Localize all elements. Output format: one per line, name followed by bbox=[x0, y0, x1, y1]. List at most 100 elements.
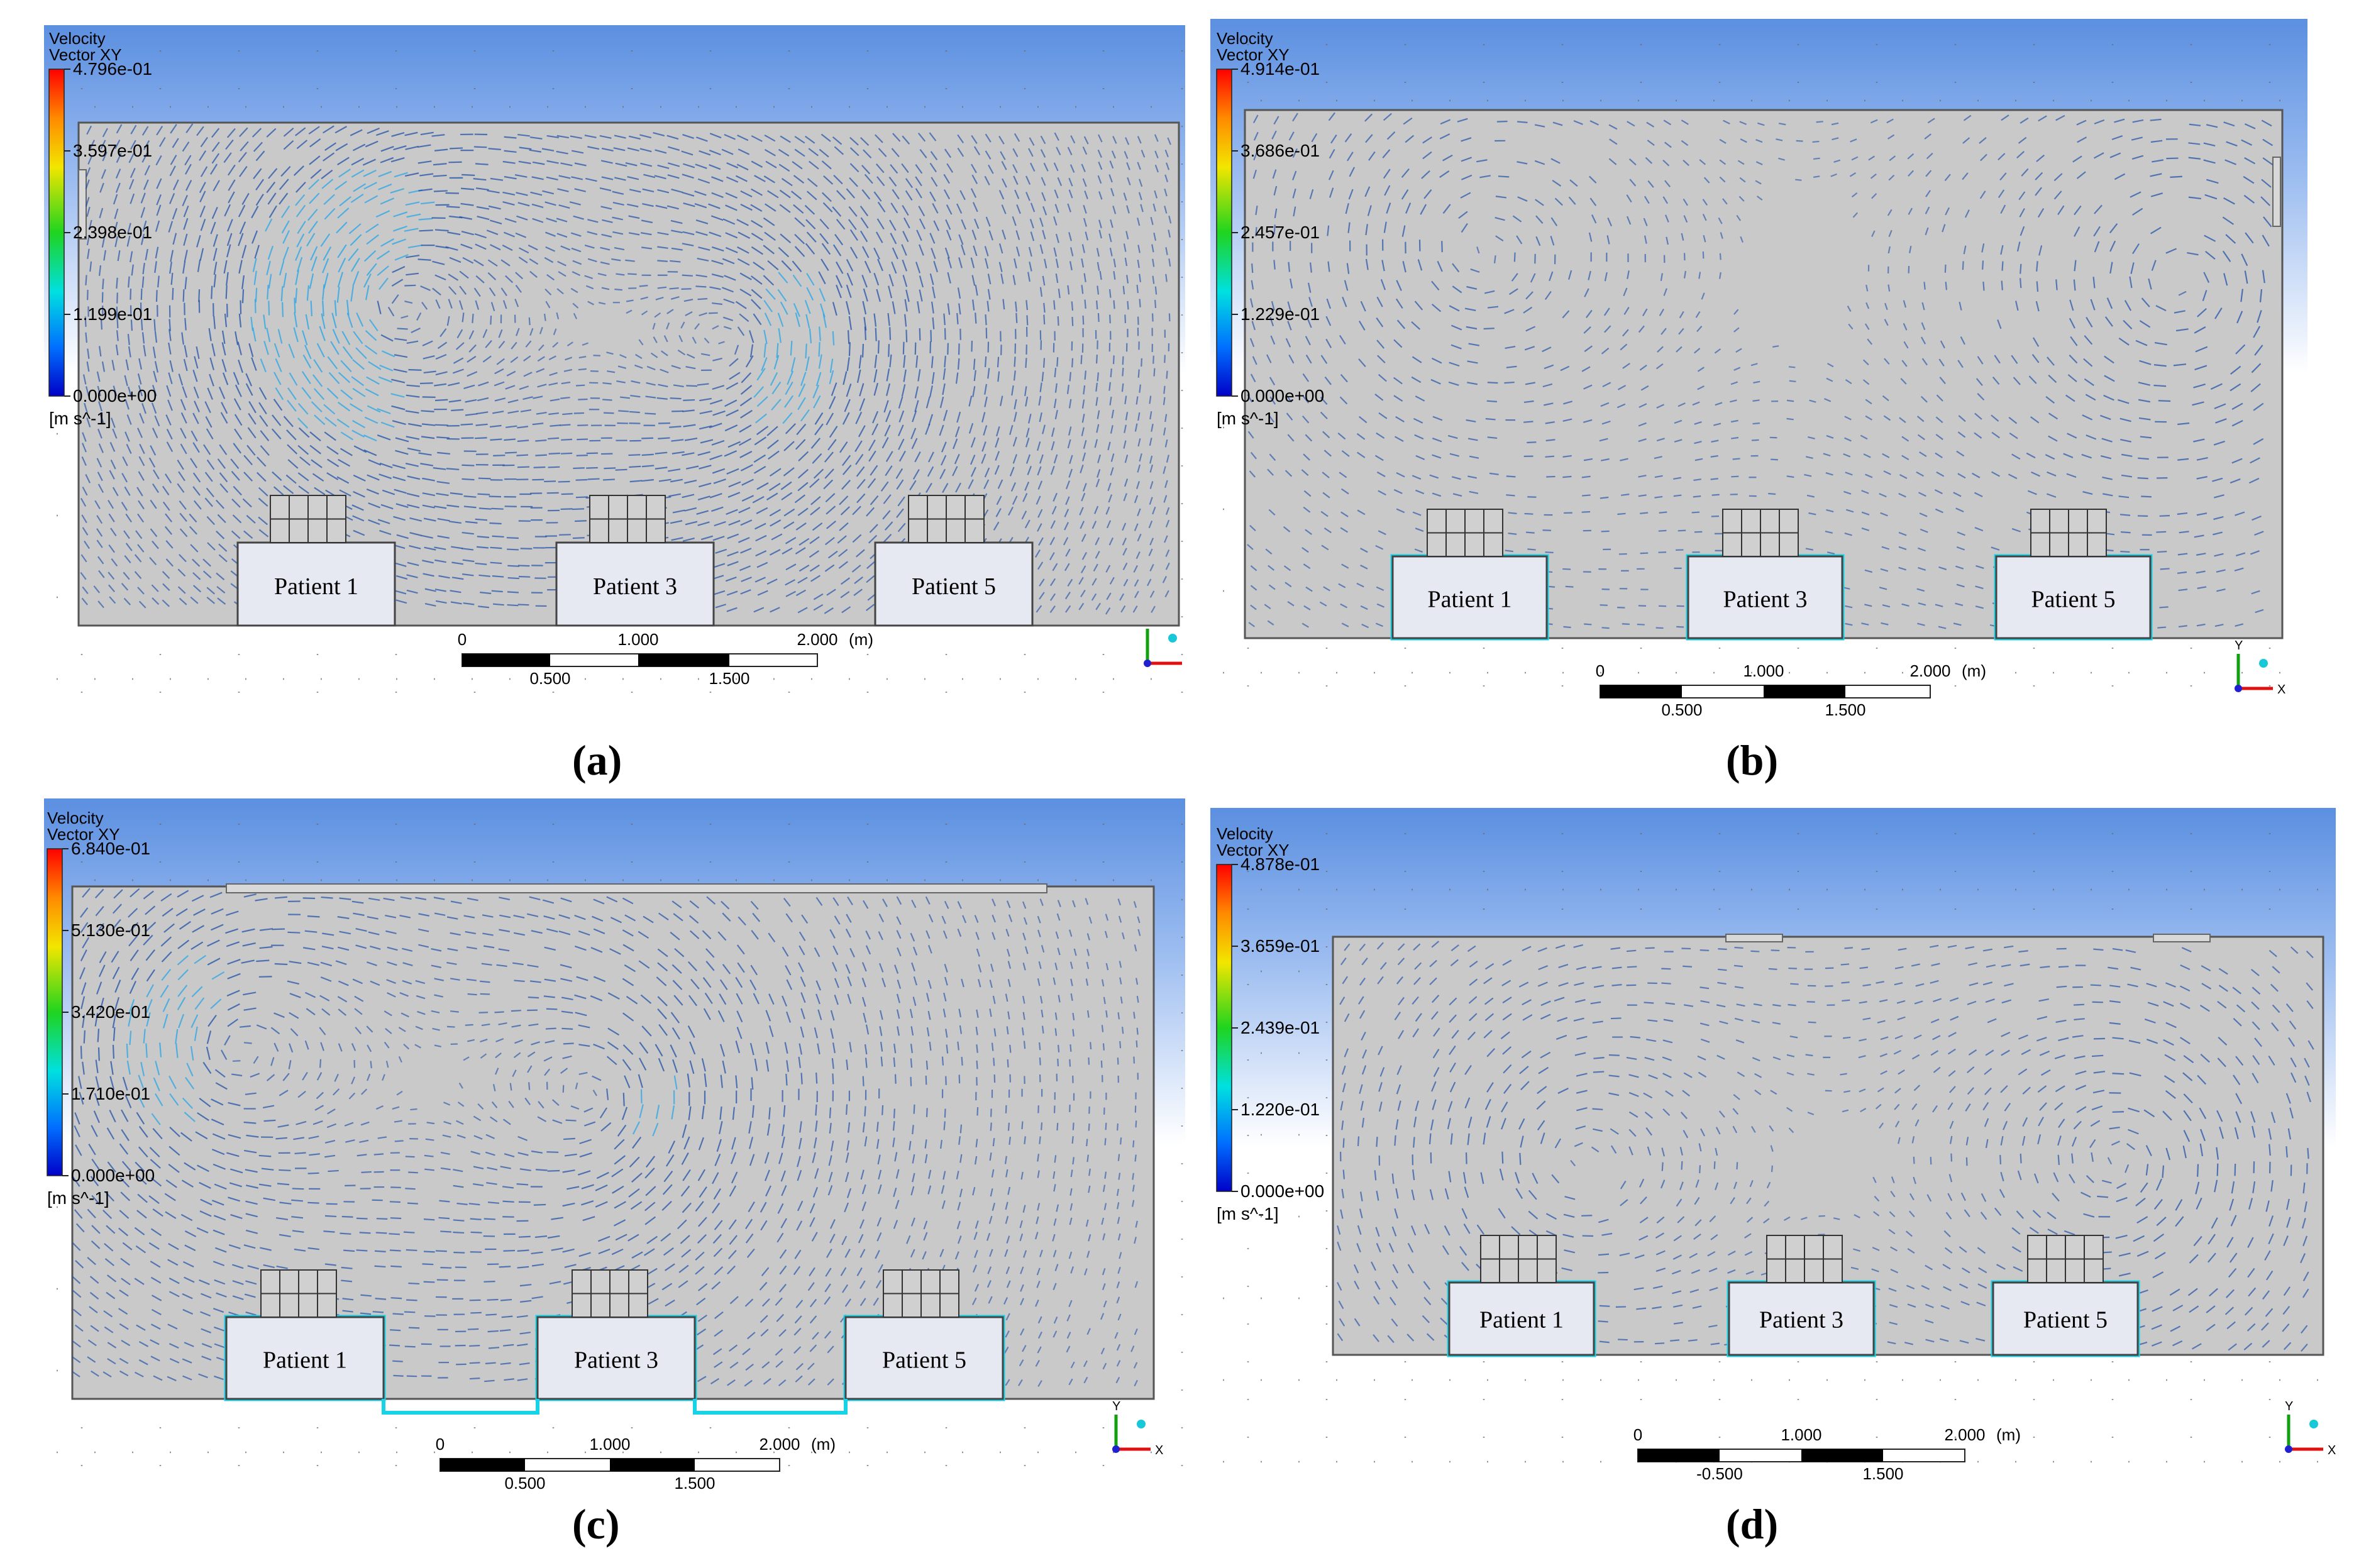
panel-d-figure: Patient 1 Patient 3 Patient 5 VelocityVecto… bbox=[1210, 808, 2336, 1487]
patient-5-bed bbox=[843, 1269, 1005, 1401]
scale-label-sub-0: 0.500 bbox=[504, 1474, 545, 1490]
scale-label-sub-1: 1.500 bbox=[1825, 700, 1865, 719]
patient-3-label: Patient 3 bbox=[574, 1347, 658, 1374]
colorbar-tick-label: 0.000e+00 bbox=[1241, 386, 1324, 406]
axis-y-label: Y bbox=[2285, 1400, 2293, 1413]
axis-triad bbox=[2235, 654, 2273, 692]
colorbar-tick-label: 2.457e-01 bbox=[1241, 223, 1320, 242]
patient-1-label: Patient 1 bbox=[274, 573, 358, 600]
axis-y-label: Y bbox=[2235, 639, 2243, 653]
axis-triad bbox=[1144, 629, 1182, 667]
panel-b: Patient 1 Patient 3 Patient 5 Velocity Vecto… bbox=[1210, 19, 2307, 729]
colorbar-unit: [m s^-1] bbox=[47, 1188, 109, 1208]
patient-3-label: Patient 3 bbox=[593, 573, 677, 600]
scale-bar bbox=[1637, 1449, 1965, 1462]
scale-unit: (m) bbox=[849, 630, 873, 649]
scale-bar bbox=[461, 653, 818, 667]
caption-d: (d) bbox=[1726, 1500, 1779, 1548]
patient-5-bed bbox=[1994, 509, 2153, 641]
axis-x-label: X bbox=[2328, 1444, 2336, 1457]
panel-a-figure: Patient 1 Patient 3 Patient 5 VelocityVecto… bbox=[44, 25, 1185, 723]
ceiling-diffuser bbox=[226, 883, 1047, 893]
scale-label-sub-1: 1.500 bbox=[674, 1474, 715, 1490]
scale-label-sub-1: 1.500 bbox=[709, 669, 749, 688]
patient-5-label: Patient 5 bbox=[2023, 1306, 2108, 1333]
caption-c: (c) bbox=[572, 1500, 620, 1548]
patient-5-label: Patient 5 bbox=[882, 1347, 966, 1374]
patient-3-label: Patient 3 bbox=[1759, 1306, 1843, 1333]
scale-label-sub-0: -0.500 bbox=[1696, 1464, 1743, 1483]
patient-5-label: Patient 5 bbox=[912, 573, 996, 600]
scale-unit: (m) bbox=[1996, 1425, 2021, 1444]
colorbar-tick-label: 1.229e-01 bbox=[1241, 304, 1320, 324]
legend-subtitle: Vector XY bbox=[47, 825, 120, 844]
wall-vent bbox=[2272, 157, 2281, 227]
axis-x-label: X bbox=[2277, 683, 2285, 697]
scale-label-2: 2.000 bbox=[1909, 661, 1950, 680]
scale-label-0: 0 bbox=[1596, 661, 1605, 680]
colorbar-unit: [m s^-1] bbox=[49, 409, 111, 428]
scale-unit: (m) bbox=[1962, 661, 1986, 680]
colorbar-tick-label: 2.439e-01 bbox=[1241, 1018, 1320, 1037]
panel-a: Patient 1 Patient 3 Patient 5 Velocity Vecto… bbox=[44, 25, 1185, 723]
colorbar-tick-label: 3.597e-01 bbox=[73, 141, 152, 160]
scale-label-0: 0 bbox=[458, 630, 467, 649]
legend-title: Velocity bbox=[47, 809, 104, 827]
caption-b: (b) bbox=[1726, 736, 1779, 784]
colorbar-tick-label: 4.914e-01 bbox=[1241, 59, 1320, 79]
colorbar-tick-label: 3.420e-01 bbox=[71, 1002, 150, 1022]
scale-label-1: 1.000 bbox=[1743, 661, 1784, 680]
colorbar-tick-label: 0.000e+00 bbox=[1241, 1181, 1324, 1201]
velocity-vectors bbox=[1247, 112, 2274, 629]
legend-subtitle: Vector XY bbox=[1217, 45, 1290, 64]
axis-triad bbox=[1112, 1415, 1151, 1453]
floor-trench bbox=[382, 1399, 848, 1415]
ceiling-vent bbox=[1725, 934, 1783, 942]
scale-label-1: 1.000 bbox=[617, 630, 658, 649]
legend-subtitle: Vector XY bbox=[49, 45, 122, 64]
colorbar-tick-label: 4.878e-01 bbox=[1241, 854, 1320, 874]
axis-y-label: Y bbox=[1112, 1400, 1120, 1413]
scale-label-sub-0: 0.500 bbox=[1661, 700, 1702, 719]
axis-x-label: X bbox=[1155, 1444, 1163, 1457]
legend-title: Velocity bbox=[1217, 29, 1273, 48]
colorbar-tick-label: 1.199e-01 bbox=[73, 304, 152, 324]
colorbar-tick-label: 1.220e-01 bbox=[1241, 1100, 1320, 1119]
axis-triad bbox=[2285, 1415, 2323, 1453]
scale-bar bbox=[439, 1458, 780, 1472]
panel-c-figure: Patient 1 Patient 3 Patient 5 VelocityVecto… bbox=[44, 798, 1185, 1490]
colorbar-tick-label: 0.000e+00 bbox=[73, 386, 157, 406]
colorbar bbox=[48, 69, 65, 397]
scale-label-0: 0 bbox=[1633, 1425, 1642, 1444]
scale-label-sub-0: 0.500 bbox=[529, 669, 570, 688]
colorbar bbox=[47, 848, 63, 1176]
panel-c: Patient 1 Patient 3 Patient 5 Velocity Vecto… bbox=[44, 798, 1185, 1490]
patient-3-bed bbox=[555, 495, 715, 627]
patient-1-bed bbox=[224, 1269, 386, 1401]
scale-label-0: 0 bbox=[436, 1435, 445, 1454]
patient-1-bed bbox=[236, 495, 396, 627]
scale-label-1: 1.000 bbox=[589, 1435, 630, 1454]
scale-label-1: 1.000 bbox=[1781, 1425, 1821, 1444]
patient-3-bed bbox=[1727, 1235, 1876, 1357]
colorbar-tick-label: 5.130e-01 bbox=[71, 920, 150, 940]
scale-label-2: 2.000 bbox=[759, 1435, 800, 1454]
patient-1-label: Patient 1 bbox=[263, 1347, 347, 1374]
patient-1-label: Patient 1 bbox=[1479, 1306, 1564, 1333]
patient-5-bed bbox=[874, 495, 1034, 627]
patient-3-bed bbox=[535, 1269, 697, 1401]
patient-3-bed bbox=[1686, 509, 1845, 641]
colorbar-tick-label: 6.840e-01 bbox=[71, 839, 150, 858]
patient-1-bed bbox=[1390, 509, 1549, 641]
colorbar-tick-label: 2.398e-01 bbox=[73, 223, 152, 242]
caption-a: (a) bbox=[572, 736, 622, 784]
scale-label-2: 2.000 bbox=[797, 630, 837, 649]
patient-1-bed bbox=[1447, 1235, 1596, 1357]
ceiling-vent bbox=[2153, 934, 2211, 942]
patient-1-label: Patient 1 bbox=[1427, 587, 1511, 613]
velocity-vectors bbox=[80, 123, 1172, 615]
legend-title: Velocity bbox=[49, 29, 106, 48]
patient-3-label: Patient 3 bbox=[1723, 587, 1807, 613]
colorbar-tick-label: 3.659e-01 bbox=[1241, 936, 1320, 956]
colorbar-tick-label: 3.686e-01 bbox=[1241, 141, 1320, 160]
